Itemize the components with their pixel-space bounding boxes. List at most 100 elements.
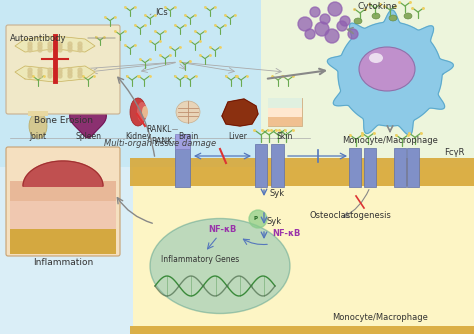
Circle shape <box>38 48 42 52</box>
Circle shape <box>48 68 52 72</box>
FancyBboxPatch shape <box>10 181 116 201</box>
Circle shape <box>58 42 62 46</box>
Circle shape <box>58 71 62 75</box>
Polygon shape <box>222 99 258 126</box>
FancyBboxPatch shape <box>130 326 474 334</box>
Circle shape <box>28 45 32 49</box>
Circle shape <box>68 42 72 46</box>
FancyBboxPatch shape <box>261 0 474 167</box>
Text: ICs: ICs <box>155 7 168 16</box>
Ellipse shape <box>372 13 380 19</box>
Circle shape <box>298 17 312 31</box>
Circle shape <box>38 68 42 72</box>
Circle shape <box>48 71 52 75</box>
Ellipse shape <box>29 113 47 139</box>
Text: Osteoclastogenesis: Osteoclastogenesis <box>310 211 392 220</box>
Circle shape <box>28 71 32 75</box>
Text: Autoantibody: Autoantibody <box>10 33 66 42</box>
Circle shape <box>48 45 52 49</box>
FancyBboxPatch shape <box>130 158 474 172</box>
Text: Liver: Liver <box>228 132 247 141</box>
FancyBboxPatch shape <box>394 148 407 186</box>
Circle shape <box>325 29 339 43</box>
Circle shape <box>28 42 32 46</box>
Ellipse shape <box>369 53 383 63</box>
Text: Skin: Skin <box>277 132 293 141</box>
Text: Bone Erosion: Bone Erosion <box>34 116 92 125</box>
Circle shape <box>337 21 347 31</box>
FancyBboxPatch shape <box>268 108 302 117</box>
FancyBboxPatch shape <box>6 147 120 256</box>
Text: Multi-organ tissue damage: Multi-organ tissue damage <box>104 139 216 148</box>
Circle shape <box>249 210 267 228</box>
Circle shape <box>78 74 82 78</box>
Text: Monocyte/Macrophage: Monocyte/Macrophage <box>342 136 438 145</box>
Ellipse shape <box>176 101 200 123</box>
Circle shape <box>48 74 52 78</box>
Circle shape <box>305 29 315 39</box>
Circle shape <box>48 48 52 52</box>
Text: Brain: Brain <box>178 132 198 141</box>
FancyBboxPatch shape <box>268 98 302 108</box>
FancyBboxPatch shape <box>130 172 474 186</box>
Circle shape <box>78 48 82 52</box>
FancyBboxPatch shape <box>133 167 474 334</box>
Circle shape <box>320 14 330 24</box>
Ellipse shape <box>142 106 148 118</box>
Text: Inflammation: Inflammation <box>33 258 93 267</box>
Ellipse shape <box>389 15 397 21</box>
Circle shape <box>58 68 62 72</box>
Text: RANKL: RANKL <box>146 125 172 134</box>
Circle shape <box>348 29 358 39</box>
Circle shape <box>78 68 82 72</box>
Circle shape <box>78 71 82 75</box>
FancyBboxPatch shape <box>255 144 267 186</box>
Polygon shape <box>23 161 103 186</box>
Circle shape <box>78 42 82 46</box>
FancyBboxPatch shape <box>174 134 190 149</box>
Circle shape <box>68 48 72 52</box>
Ellipse shape <box>354 18 362 24</box>
Ellipse shape <box>130 98 146 126</box>
Circle shape <box>58 45 62 49</box>
Circle shape <box>68 74 72 78</box>
Circle shape <box>58 74 62 78</box>
FancyBboxPatch shape <box>28 111 48 116</box>
Circle shape <box>48 42 52 46</box>
Text: Kidney: Kidney <box>125 132 151 141</box>
Text: Inflammatory Genes: Inflammatory Genes <box>161 255 239 264</box>
Text: FcγR: FcγR <box>445 148 465 157</box>
Ellipse shape <box>359 47 415 91</box>
Circle shape <box>68 45 72 49</box>
Polygon shape <box>15 36 95 52</box>
Circle shape <box>328 2 342 16</box>
Text: RANK: RANK <box>151 137 172 146</box>
Circle shape <box>68 68 72 72</box>
Ellipse shape <box>137 102 147 122</box>
FancyBboxPatch shape <box>0 0 261 167</box>
Ellipse shape <box>29 91 47 117</box>
Circle shape <box>28 48 32 52</box>
Circle shape <box>340 16 350 26</box>
Ellipse shape <box>404 13 412 19</box>
Polygon shape <box>70 98 106 138</box>
Text: P: P <box>254 216 258 221</box>
Text: Syk: Syk <box>270 188 285 197</box>
FancyBboxPatch shape <box>10 201 116 229</box>
Text: Syk: Syk <box>267 216 282 225</box>
FancyBboxPatch shape <box>349 148 362 186</box>
FancyBboxPatch shape <box>174 136 190 186</box>
FancyBboxPatch shape <box>365 148 376 186</box>
Text: Spleen: Spleen <box>75 132 101 141</box>
Circle shape <box>38 45 42 49</box>
Circle shape <box>38 42 42 46</box>
FancyBboxPatch shape <box>6 25 120 114</box>
Text: Cytokine: Cytokine <box>358 1 398 10</box>
Circle shape <box>28 68 32 72</box>
Circle shape <box>310 7 320 17</box>
Ellipse shape <box>150 218 290 314</box>
Circle shape <box>38 74 42 78</box>
Text: Monocyte/Macrophage: Monocyte/Macrophage <box>332 313 428 322</box>
FancyBboxPatch shape <box>10 229 116 254</box>
Text: NF-κB: NF-κB <box>208 224 236 233</box>
